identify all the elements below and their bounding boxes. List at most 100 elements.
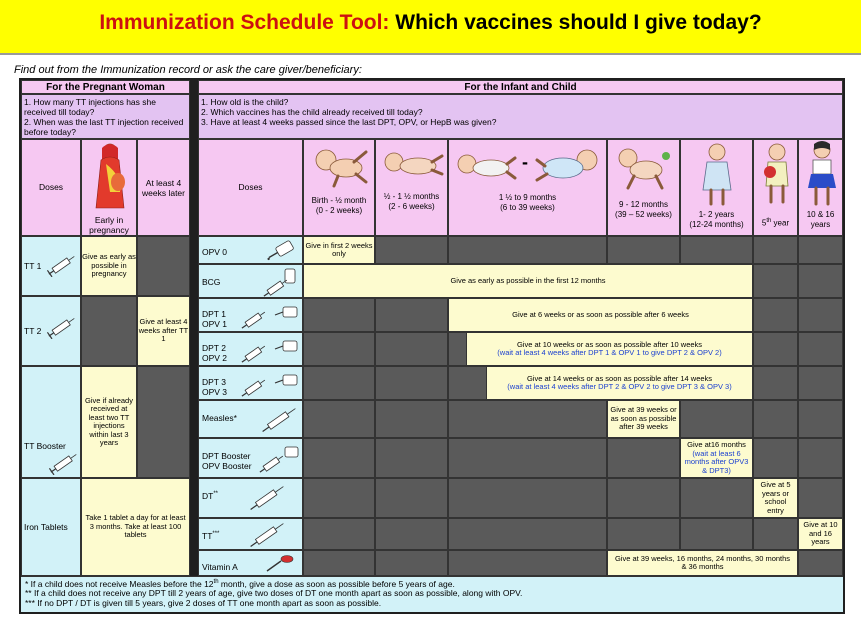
early-pregnancy-label: Early in pregnancy: [89, 215, 129, 235]
pregnant-question-2: 2. When was the last TT injection receiv…: [24, 117, 184, 137]
age-header-1-9-months: - 1 ½ to 9 months (6 to 39 weeks): [448, 139, 607, 236]
later-pregnancy-header: At least 4 weeks later: [137, 139, 190, 236]
tt-booster-row-label: TT Booster: [21, 366, 81, 478]
infant-questions: 1. How old is the child? 2. Which vaccin…: [198, 94, 843, 139]
iron-row-label: Iron Tablets: [21, 478, 81, 576]
age-10-16-unit: years: [810, 220, 831, 229]
crawling-baby-illustration: [618, 148, 670, 190]
grid-cell: [607, 518, 680, 550]
oral-drops-icon: [267, 240, 294, 261]
opv-booster-label: OPV Booster: [202, 461, 252, 471]
dpt-booster-label: DPT Booster: [202, 451, 251, 461]
grid-cell: [753, 366, 798, 400]
age-header-10-16-years: 10 & 16 years: [798, 139, 843, 236]
grid-cell: [303, 366, 375, 400]
age-header-half-month: ½ - 1 ½ months (2 - 6 weeks): [375, 139, 448, 236]
grid-cell: [753, 298, 798, 332]
grid-cell: [798, 366, 843, 400]
age-1-9-weeks: (6 to 39 weeks): [500, 203, 555, 212]
tt-note: Give at 10 and 16 years: [798, 518, 843, 550]
infant-question-3: 3. Have at least 4 weeks passed since th…: [201, 117, 497, 127]
age-half-range: ½ - 1 ½ months: [383, 192, 440, 201]
age-1-2-months: (12-24 months): [689, 220, 744, 229]
footnote-2: ** If a child does not receive any DPT t…: [25, 588, 523, 599]
grid-cell: [753, 332, 798, 366]
footnote-3: *** If no DPT / DT is given till 5 years…: [25, 597, 382, 608]
grid-cell: [303, 550, 375, 576]
age-half-weeks: (2 - 6 weeks): [388, 202, 435, 211]
infant-question-2: 2. Which vaccines has the child already …: [201, 107, 423, 117]
spoon-icon: [266, 555, 294, 572]
footnote-1: * If a child does not receive Measles be…: [25, 578, 839, 589]
dpt3-label: DPT 3: [202, 377, 226, 387]
grid-cell: [798, 550, 843, 576]
syringe-icon: [46, 256, 75, 277]
dt-footnote-marker: **: [213, 491, 219, 498]
early-pregnancy-header: Early in pregnancy: [81, 139, 137, 236]
grid-cell: [753, 264, 798, 298]
bcg-label: BCG: [202, 277, 221, 287]
vaccine-vial-icon: [241, 340, 298, 363]
syringe-icon: [250, 486, 284, 510]
dt-label-text: DT: [202, 491, 214, 501]
grid-cell: [375, 332, 448, 366]
grid-cell: [798, 298, 843, 332]
measles-label: Measles*: [202, 413, 237, 423]
opv2-label: OPV 2: [202, 353, 228, 363]
measles-row-label: Measles*: [198, 400, 303, 438]
dpt-booster-note: Give at16 months (wait at least 6 months…: [680, 438, 753, 478]
dpt2-label: DPT 2: [202, 343, 226, 353]
age-header-1-2-years: 1- 2 years (12-24 months): [680, 139, 753, 236]
grid-cell: [448, 438, 607, 478]
grid-cell: [680, 478, 753, 518]
iron-tablets-note: Take 1 tablet a day for at least 3 month…: [81, 478, 190, 576]
pregnant-question-1: 1. How many TT injections has she receiv…: [24, 97, 156, 117]
infant-question-1: 1. How old is the child?: [201, 97, 289, 107]
grid-cell: [798, 332, 843, 366]
vaccine-vial-icon: [259, 446, 299, 473]
tt-label-text: TT: [202, 531, 213, 541]
vitamin-a-note: Give at 39 weeks, 16 months, 24 months, …: [607, 550, 798, 576]
grid-cell: [375, 236, 448, 264]
tt-booster-early-note: Give if already received at least two TT…: [81, 366, 137, 478]
age-header-birth: Birth - ½ month (0 - 2 weeks): [303, 139, 375, 236]
pregnant-woman-illustration: [95, 143, 125, 209]
grid-cell: [798, 400, 843, 438]
grid-cell: [303, 332, 375, 366]
schoolgirl-illustration: [808, 141, 836, 206]
dpt1-note: Give at 6 weeks or as soon as possible a…: [448, 298, 753, 332]
vitamin-a-label: Vitamin A: [202, 562, 238, 572]
dpt3-row-label: DPT 3 OPV 3: [198, 366, 303, 400]
age-header-9-12-months: 9 - 12 months (39 – 52 weeks): [607, 139, 680, 236]
dt-row-label: DT**: [198, 478, 303, 518]
tt1-early-note: Give as early as possible in pregnancy: [81, 236, 137, 296]
footnote-1-text: * If a child does not receive Measles be…: [25, 578, 214, 589]
vaccine-vial-icon: [241, 374, 298, 397]
opv1-label: OPV 1: [202, 319, 228, 329]
syringe-icon: [262, 408, 296, 432]
grid-cell: [375, 478, 448, 518]
grid-cell: [448, 518, 607, 550]
grid-cell: [798, 236, 843, 264]
vaccine-vial-icon: [241, 306, 298, 329]
dpt-booster-row-label: DPT Booster OPV Booster: [198, 438, 303, 478]
dpt-booster-note-main: Give at16 months: [687, 440, 746, 449]
pregnant-doses-header: Doses: [21, 139, 81, 236]
child-illustration: [764, 143, 789, 204]
tt1-label: TT 1: [24, 261, 42, 271]
dpt3-note-main: Give at 14 weeks or as soon as possible …: [526, 373, 713, 383]
grid-cell: [753, 438, 798, 478]
opv3-label: OPV 3: [202, 387, 228, 397]
toddler-illustration: [702, 143, 732, 206]
dpt2-row-label: DPT 2 OPV 2: [198, 332, 303, 366]
grid-cell: [375, 400, 448, 438]
footnote-1-sup: th: [213, 579, 219, 585]
opv0-row-label: OPV 0: [198, 236, 303, 264]
age-header-5th-year: 5th year: [753, 139, 798, 236]
grid-cell: [753, 236, 798, 264]
dt-label: DT**: [202, 491, 218, 501]
infant-illustration: [535, 149, 598, 182]
tt-booster-label: TT Booster: [24, 441, 66, 451]
dpt3-note-wait: (wait at least 4 weeks after DPT 2 & OPV…: [507, 382, 732, 391]
bcg-note: Give as early as possible in the first 1…: [303, 264, 753, 298]
